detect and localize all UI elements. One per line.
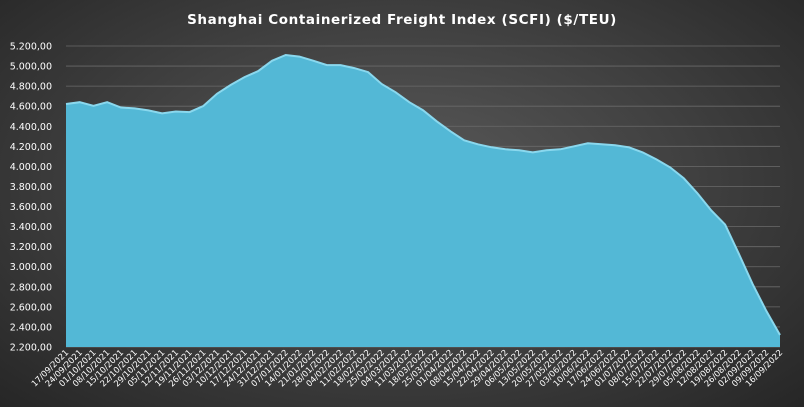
y-tick-label: 2.400,00 — [10, 322, 52, 333]
y-tick-label: 3.600,00 — [10, 202, 52, 213]
y-tick-label: 3.800,00 — [10, 182, 52, 193]
y-tick-label: 4.400,00 — [10, 122, 52, 133]
chart-title: Shanghai Containerized Freight Index (SC… — [187, 12, 617, 28]
y-tick-label: 5.200,00 — [10, 42, 52, 53]
y-tick-label: 3.400,00 — [10, 222, 52, 233]
y-tick-label: 3.000,00 — [10, 262, 52, 273]
x-axis: 17/09/202124/09/202101/10/202108/10/2021… — [29, 347, 784, 388]
series-line — [65, 53, 781, 336]
y-tick-label: 4.200,00 — [10, 142, 52, 153]
y-tick-label: 4.000,00 — [10, 162, 52, 173]
y-axis: 2.200,00 2.400,00 2.600,00 2.800,00 3.000,00… — [10, 42, 52, 354]
y-tick-label: 3.200,00 — [10, 242, 52, 253]
y-tick-label: 5.000,00 — [10, 62, 52, 73]
plot-area — [65, 53, 781, 347]
y-tick-label: 2.200,00 — [10, 343, 52, 354]
y-tick-label: 2.800,00 — [10, 282, 52, 293]
y-tick-label: 4.600,00 — [10, 102, 52, 113]
area-fill — [66, 55, 780, 347]
y-tick-label: 2.600,00 — [10, 302, 52, 313]
y-tick-label: 4.800,00 — [10, 82, 52, 93]
